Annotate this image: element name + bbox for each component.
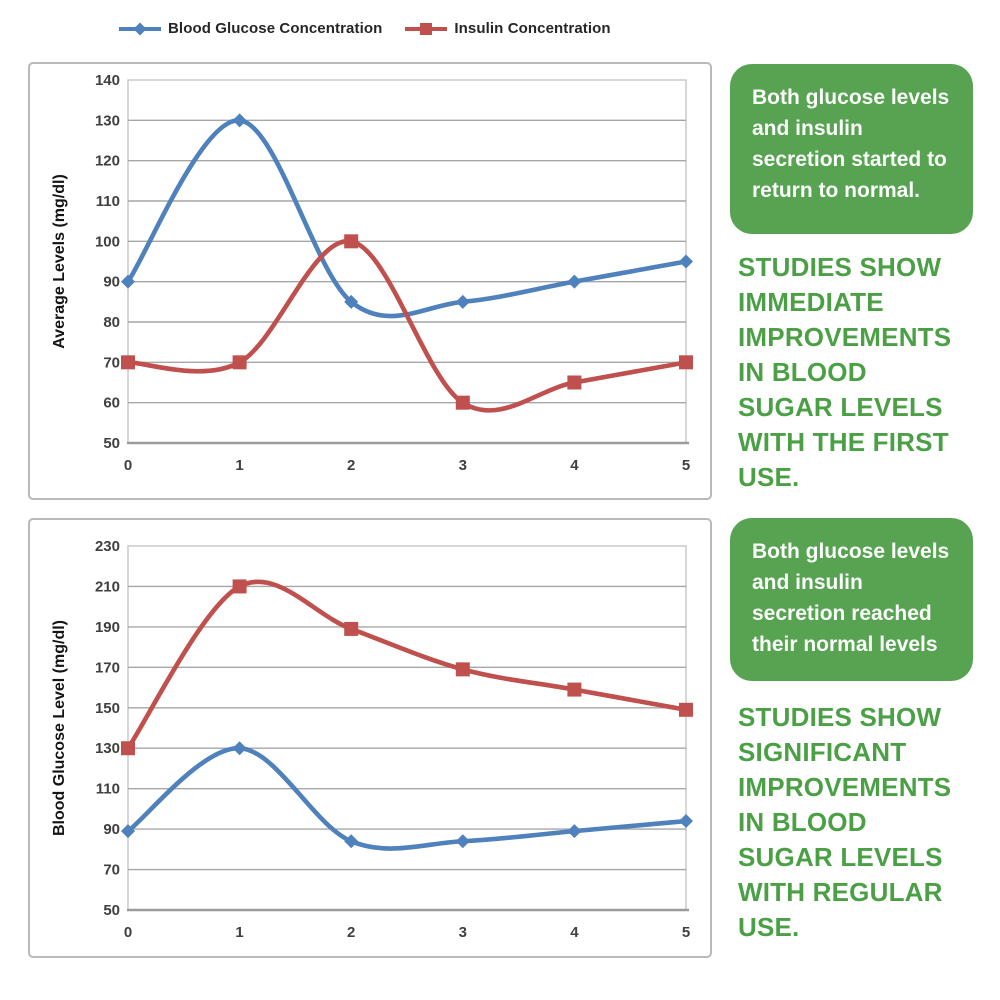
y-tick-label: 110 (96, 781, 120, 798)
y-tick-label: 70 (103, 354, 120, 371)
y-tick-label: 100 (95, 233, 120, 250)
legend-label-blood-glucose: Blood Glucose Concentration (168, 20, 383, 37)
series-marker (567, 824, 582, 839)
chart-panel-average-levels: 50 60 70 80 90 100 110 120 130 140 0 1 2 3 4 5 Average L… (28, 62, 712, 500)
series-marker (679, 702, 693, 717)
y-axis-title: Blood Glucose Level (mg/dl) (51, 620, 68, 836)
claim-regular-use: STUDIES SHOW SIGNIFICANT IMPROVEMENTS IN… (738, 702, 952, 942)
chart-legend: Blood Glucose Concentration Insulin Conc… (118, 20, 611, 37)
y-tick-label: 150 (95, 700, 120, 717)
series-marker (232, 741, 247, 756)
y-tick-label: 130 (95, 740, 120, 757)
x-tick-label: 0 (124, 924, 132, 941)
y-tick-label: 190 (95, 619, 120, 636)
y-tick-label: 80 (103, 314, 120, 331)
series-marker (567, 375, 582, 390)
x-tick-label: 4 (570, 457, 579, 474)
series-marker (121, 741, 135, 756)
legend-label-insulin: Insulin Concentration (454, 20, 611, 37)
x-tick-label: 2 (347, 924, 355, 941)
y-tick-label: 50 (103, 435, 120, 452)
series-marker (344, 621, 359, 636)
line-chart-average-levels: 50 60 70 80 90 100 110 120 130 140 0 1 2 3 4 5 Average L… (51, 72, 693, 474)
y-tick-label: 170 (95, 659, 120, 676)
series-marker (344, 294, 359, 309)
series-marker (567, 682, 582, 697)
series-marker (344, 234, 359, 249)
y-tick-label: 110 (96, 193, 120, 210)
series-marker (455, 662, 470, 677)
x-tick-label: 3 (459, 924, 467, 941)
callout-reached-normal: Both glucose levels and insulin secretio… (730, 518, 973, 681)
y-tick-label: 120 (95, 153, 120, 170)
x-tick-label: 5 (682, 457, 690, 474)
y-axis-title: Average Levels (mg/dl) (51, 174, 68, 349)
x-tick-label: 1 (235, 924, 243, 941)
x-tick-label: 2 (347, 457, 355, 474)
series-marker (567, 274, 582, 289)
series-marker (121, 824, 135, 839)
x-tick-label: 3 (459, 457, 467, 474)
series-marker (133, 22, 147, 35)
series-marker (455, 395, 470, 410)
series-marker (420, 22, 433, 35)
x-tick-label: 5 (682, 924, 690, 941)
claim-first-use: STUDIES SHOW IMMEDIATE IMPROVEMENTS IN B… (738, 252, 952, 492)
red-line-square-icon (405, 22, 448, 35)
callout-return-to-normal: Both glucose levels and insulin secretio… (730, 64, 973, 234)
series-marker (121, 355, 135, 370)
y-tick-label: 230 (95, 538, 120, 555)
chart-panel-blood-glucose-level: 50 70 90 110 130 150 170 190 210 230 0 1 2 3 4 5 Blood G… (28, 518, 712, 958)
x-tick-label: 1 (235, 457, 243, 474)
legend-item-insulin: Insulin Concentration (404, 20, 611, 37)
series-marker (121, 274, 135, 289)
series-marker (679, 254, 693, 269)
y-tick-label: 50 (103, 902, 120, 919)
y-tick-label: 140 (95, 72, 120, 89)
y-tick-label: 90 (103, 274, 120, 291)
blue-line-diamond-icon (119, 22, 161, 35)
plot-area (127, 79, 687, 444)
series-marker (232, 579, 247, 594)
y-tick-label: 70 (103, 862, 120, 879)
line-chart-blood-glucose-level: 50 70 90 110 130 150 170 190 210 230 0 1 2 3 4 5 Blood G… (51, 538, 693, 941)
x-tick-label: 0 (124, 457, 132, 474)
y-tick-label: 60 (103, 395, 120, 412)
series-marker (679, 355, 693, 370)
series-marker (344, 834, 359, 849)
y-tick-label: 210 (95, 578, 120, 595)
series-marker (455, 834, 470, 849)
series-marker (232, 355, 247, 370)
plot-area (127, 545, 687, 911)
y-tick-label: 130 (95, 112, 120, 129)
series-marker (455, 294, 470, 309)
x-tick-label: 4 (570, 924, 579, 941)
legend-item-blood-glucose: Blood Glucose Concentration (118, 20, 382, 37)
y-tick-label: 90 (103, 821, 120, 838)
series-marker (232, 113, 247, 128)
series-marker (679, 814, 693, 829)
